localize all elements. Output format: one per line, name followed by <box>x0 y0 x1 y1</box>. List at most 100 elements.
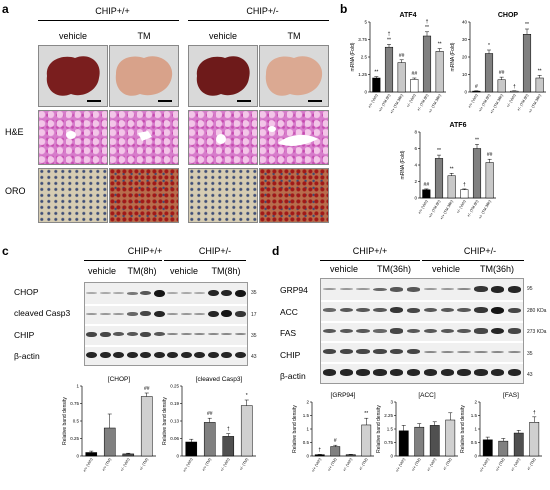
blot-label-acc: ACC <box>280 307 298 317</box>
mw-marker: 43 <box>527 372 533 378</box>
blot-band <box>457 328 471 334</box>
cond-label: TM(8h) <box>127 266 157 276</box>
blot-band <box>86 351 98 358</box>
significance-mark: ## <box>399 53 405 59</box>
chart-title: [ACC] <box>418 392 436 399</box>
blot-band <box>140 331 152 337</box>
blot-band <box>126 311 138 316</box>
category-label: +/- (TM 8h) <box>516 93 529 112</box>
blot-band <box>457 308 471 313</box>
bar <box>460 189 469 199</box>
row-label-he: H&E <box>5 127 24 137</box>
bar <box>345 454 356 457</box>
liver-photo <box>259 45 329 107</box>
he-stain-image <box>259 110 329 165</box>
bar <box>384 46 394 93</box>
chart-title: ATF6 <box>450 122 467 129</box>
y-axis-label: Relative band density <box>62 397 68 445</box>
y-axis-label: mRNA (Fold) <box>350 42 356 71</box>
y-axis-label: mRNA (Fold) <box>400 150 406 179</box>
blot-band <box>180 351 192 358</box>
blot-label-fas: FAS <box>280 328 297 338</box>
blot-band <box>406 287 421 292</box>
cond-label: vehicle <box>208 31 237 41</box>
significance-mark: # <box>475 84 478 90</box>
category-label: +/+ (Veh) <box>182 457 194 473</box>
blot-band <box>356 369 370 376</box>
significance-mark: † <box>513 84 516 90</box>
y-tick-label: 20 <box>462 55 468 60</box>
blot-band <box>440 369 454 376</box>
significance-mark: ## <box>487 152 493 158</box>
bar <box>482 439 493 457</box>
blot-band <box>390 307 404 314</box>
significance-mark: ** <box>450 166 454 172</box>
category-label: +/+ (Veh) <box>367 93 379 109</box>
significance-mark: # <box>334 438 337 444</box>
liver-photo <box>109 45 179 107</box>
category-label: +/+ (TM 36h) <box>490 93 505 115</box>
significance-mark: ## <box>207 411 213 417</box>
significance-mark: ** <box>364 411 368 417</box>
chart-title: [GRP94] <box>331 392 356 399</box>
y-tick-label: 0.5 <box>73 419 80 424</box>
y-axis-label: Relative band density <box>376 405 382 453</box>
blot-band <box>356 349 370 355</box>
blot-band <box>457 288 471 291</box>
category-label: +/- (TM) <box>442 457 453 471</box>
cond-label: vehicle <box>169 266 198 276</box>
mw-marker: 273 KDa <box>527 329 547 335</box>
significance-mark: ** <box>425 25 429 31</box>
bar <box>434 158 444 199</box>
blot-band <box>153 289 165 297</box>
blot-band <box>373 308 387 313</box>
blot-band <box>457 369 471 376</box>
bar <box>522 34 532 93</box>
blot-band <box>99 312 111 315</box>
group-line-wt <box>320 260 420 261</box>
blot-band <box>390 328 404 334</box>
significance-mark: † <box>533 410 536 416</box>
bar <box>222 436 235 457</box>
category-label: +/- (TM 36h) <box>478 199 492 220</box>
mw-marker: 35 <box>251 333 257 339</box>
y-tick-label: 0.19 <box>170 401 179 406</box>
blot-band <box>322 349 337 355</box>
blot-band <box>322 328 337 334</box>
blot-band <box>167 351 179 358</box>
blot-band <box>322 369 337 376</box>
blot-band <box>180 292 192 295</box>
group-label-het: CHIP+/- <box>198 246 232 256</box>
blot-band <box>423 369 438 376</box>
blot-band <box>339 288 353 291</box>
row-label-oro: ORO <box>5 186 26 196</box>
y-axis-label: mRNA (Fold) <box>450 42 456 71</box>
blot-band <box>474 350 488 353</box>
blot-band <box>194 351 206 358</box>
category-label: +/+ (TM 8h) <box>378 93 392 113</box>
y-tick-label: 1 <box>306 427 309 432</box>
blot-row <box>85 345 247 366</box>
blot-band <box>507 307 522 313</box>
blot-band <box>423 308 438 313</box>
y-tick-label: 1.25 <box>358 72 367 77</box>
blot-band <box>221 351 233 358</box>
bar <box>330 446 341 457</box>
y-tick-label: 2 <box>474 400 477 405</box>
category-label: +/+ (TM 36h) <box>390 93 405 115</box>
blot-band <box>339 369 353 376</box>
blot-band <box>423 350 438 353</box>
y-tick-label: 0 <box>464 90 467 95</box>
y-tick-label: 4 <box>414 163 417 168</box>
blot-band <box>339 328 353 334</box>
mw-marker: 280 KDa <box>527 308 547 314</box>
blot-band <box>373 349 387 355</box>
group-label-wt: CHIP+/+ <box>352 246 388 256</box>
significance-mark: ## <box>499 70 505 76</box>
category-label: +/+ (TM 36h) <box>440 199 455 221</box>
category-label: +/+ (Veh) <box>395 457 407 473</box>
bar <box>398 430 409 457</box>
oro-stain-image <box>38 168 108 223</box>
y-tick-label: 5 <box>364 20 367 25</box>
bar <box>314 454 325 457</box>
